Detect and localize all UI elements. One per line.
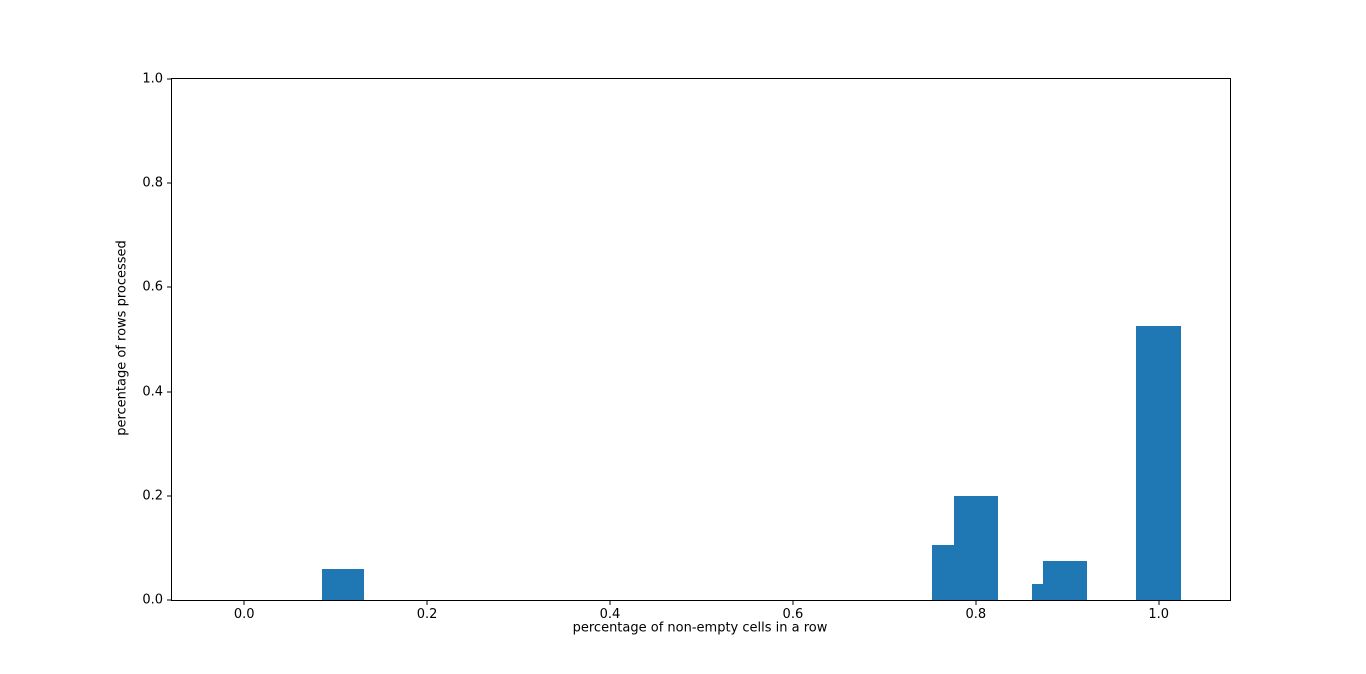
- histogram-bar: [1043, 560, 1088, 600]
- y-tick-label: 0.8: [142, 175, 163, 191]
- x-tick-label: 0.0: [233, 607, 255, 622]
- x-tick-label: 0.4: [599, 607, 621, 622]
- x-tick-mark: [609, 601, 611, 605]
- y-tick-mark: [167, 495, 171, 497]
- plot-area: 0.0 0.2 0.4 0.6 0.8 1.0 0.0 0.2 0.4 0.6 0.8 1.0: [142, 73, 1231, 621]
- y-tick-mark: [167, 599, 171, 601]
- y-tick-label: 0.6: [142, 279, 163, 295]
- x-tick-mark: [792, 601, 794, 605]
- y-tick-mark: [167, 78, 171, 80]
- x-tick-mark: [243, 601, 245, 605]
- y-tick-label: 0.4: [142, 384, 163, 400]
- x-tick-mark: [975, 601, 977, 605]
- x-tick-label: 1.0: [1148, 607, 1170, 622]
- x-tick-label: 0.6: [782, 607, 804, 622]
- histogram-bar: [1135, 326, 1181, 600]
- y-tick-mark: [167, 182, 171, 184]
- y-tick-label: 0.2: [142, 488, 163, 504]
- x-tick-mark: [426, 601, 428, 605]
- x-tick-label: 0.8: [965, 607, 987, 622]
- y-tick-mark: [167, 286, 171, 288]
- x-tick-mark: [1158, 601, 1160, 605]
- histogram-bar: [321, 568, 365, 600]
- y-tick-label: 0.0: [142, 592, 163, 608]
- y-tick-label: 1.0: [142, 71, 163, 87]
- histogram-bar: [931, 545, 954, 600]
- x-axis-label: percentage of non-empty cells in a row: [572, 620, 828, 636]
- histogram-bar: [1031, 584, 1044, 600]
- y-axis-label: percentage of rows processed: [114, 240, 130, 436]
- histogram-bar: [953, 495, 998, 600]
- x-tick-label: 0.2: [416, 607, 438, 622]
- y-tick-mark: [167, 391, 171, 393]
